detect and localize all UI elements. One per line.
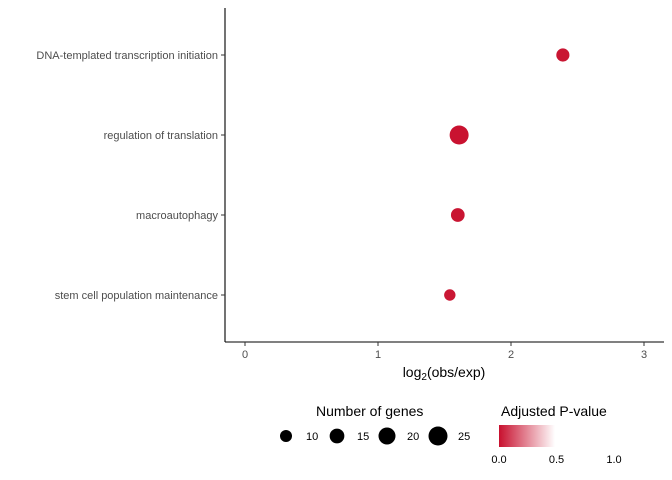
color-legend-title: Adjusted P-value — [501, 403, 607, 419]
points — [444, 48, 570, 301]
color-legend-label: 1.0 — [606, 454, 621, 466]
size-legend-key — [279, 429, 293, 443]
data-point — [449, 125, 469, 145]
x-tick-label: 1 — [375, 349, 381, 361]
color-legend-ticks: 0.0 0.5 1.0 — [491, 454, 621, 466]
color-legend-bar — [499, 425, 555, 447]
x-axis-title-subscript: 2 — [421, 372, 427, 383]
size-legend: Number of genes 10 15 20 25 — [279, 403, 470, 446]
data-point — [450, 208, 465, 222]
x-tick-label: 2 — [508, 349, 514, 361]
x-ticks: 0 1 2 3 — [242, 342, 647, 361]
color-legend-label: 0.0 — [491, 454, 506, 466]
y-ticks: DNA-templated transcription initiation re… — [36, 50, 225, 302]
size-legend-key — [378, 427, 396, 445]
x-tick-label: 0 — [242, 349, 248, 361]
data-point — [444, 289, 456, 301]
y-tick-label: regulation of translation — [104, 130, 218, 142]
x-tick-label: 3 — [641, 349, 647, 361]
size-legend-label: 15 — [357, 431, 369, 443]
size-legend-title: Number of genes — [316, 403, 423, 419]
size-legend-keys: 10 15 20 25 — [279, 426, 470, 446]
y-tick-label: DNA-templated transcription initiation — [36, 50, 218, 62]
y-tick-label: macroautophagy — [136, 210, 218, 222]
x-axis-title: log2(obs/exp) — [403, 364, 486, 383]
color-legend-label: 0.5 — [549, 454, 564, 466]
data-point — [556, 48, 570, 62]
size-legend-key — [428, 426, 448, 446]
color-legend: Adjusted P-value 0.0 0.5 1.0 — [491, 403, 621, 466]
size-legend-label: 25 — [458, 431, 470, 443]
size-legend-key — [329, 428, 345, 444]
size-legend-label: 10 — [306, 431, 318, 443]
y-tick-label: stem cell population maintenance — [55, 290, 218, 302]
size-legend-label: 20 — [407, 431, 419, 443]
